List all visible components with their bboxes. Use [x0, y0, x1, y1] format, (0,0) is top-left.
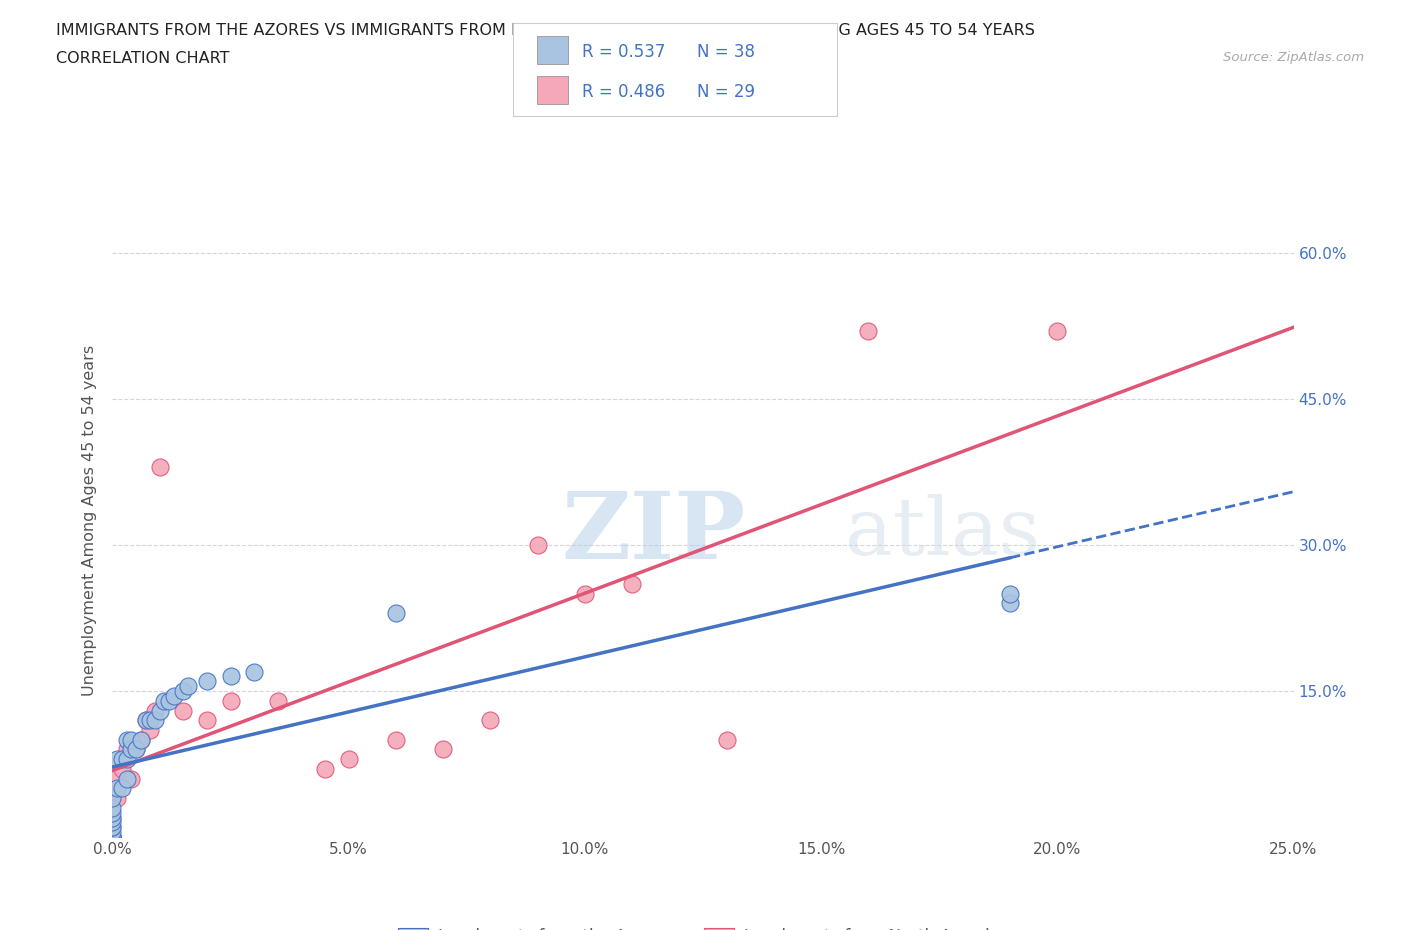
Point — [479, 712, 502, 727]
Text: N = 38: N = 38 — [697, 44, 755, 61]
Point — [621, 577, 644, 591]
Text: atlas: atlas — [845, 495, 1040, 573]
Point — [120, 742, 142, 757]
Point — [314, 762, 336, 777]
Point — [101, 810, 124, 825]
Point — [858, 324, 880, 339]
Point — [143, 703, 166, 718]
Point — [195, 674, 218, 689]
Point — [101, 805, 124, 820]
Point — [139, 712, 162, 727]
Point — [574, 586, 596, 601]
Point — [153, 694, 176, 709]
Point — [105, 781, 128, 796]
Text: ZIP: ZIP — [561, 488, 745, 578]
Point — [101, 830, 124, 844]
Point — [129, 732, 152, 747]
Point — [219, 669, 242, 684]
Point — [101, 810, 124, 825]
Point — [1046, 324, 1069, 339]
Point — [716, 732, 738, 747]
Point — [101, 801, 124, 816]
Point — [101, 820, 124, 835]
Text: R = 0.486: R = 0.486 — [582, 83, 665, 100]
Point — [101, 830, 124, 844]
Point — [172, 703, 194, 718]
Point — [135, 712, 157, 727]
Point — [385, 732, 408, 747]
Point — [125, 742, 148, 757]
Point — [105, 790, 128, 805]
Point — [120, 732, 142, 747]
Point — [111, 781, 134, 796]
Point — [101, 771, 124, 786]
Point — [125, 742, 148, 757]
Point — [337, 751, 360, 766]
Point — [143, 712, 166, 727]
Point — [267, 694, 290, 709]
Point — [101, 790, 124, 805]
Text: Source: ZipAtlas.com: Source: ZipAtlas.com — [1223, 51, 1364, 64]
Point — [101, 830, 124, 844]
Point — [111, 762, 134, 777]
Point — [177, 679, 200, 694]
Point — [135, 712, 157, 727]
Point — [163, 688, 186, 703]
Point — [129, 732, 152, 747]
Point — [432, 742, 454, 757]
Point — [243, 664, 266, 679]
Point — [115, 732, 138, 747]
Point — [172, 684, 194, 698]
Point — [139, 723, 162, 737]
Point — [149, 703, 172, 718]
Point — [101, 830, 124, 844]
Y-axis label: Unemployment Among Ages 45 to 54 years: Unemployment Among Ages 45 to 54 years — [82, 345, 97, 697]
Point — [526, 538, 548, 552]
Point — [998, 596, 1021, 611]
Point — [385, 605, 408, 620]
Text: IMMIGRANTS FROM THE AZORES VS IMMIGRANTS FROM NORTH AMERICA UNEMPLOYMENT AMONG A: IMMIGRANTS FROM THE AZORES VS IMMIGRANTS… — [56, 23, 1035, 38]
Point — [115, 771, 138, 786]
Point — [101, 830, 124, 844]
Point — [120, 771, 142, 786]
Point — [149, 459, 172, 474]
Text: CORRELATION CHART: CORRELATION CHART — [56, 51, 229, 66]
Point — [101, 820, 124, 835]
Point — [101, 825, 124, 840]
Point — [115, 751, 138, 766]
Point — [101, 815, 124, 830]
Point — [219, 694, 242, 709]
Point — [115, 742, 138, 757]
Point — [101, 790, 124, 805]
Text: R = 0.537: R = 0.537 — [582, 44, 665, 61]
Legend: Immigrants from the Azores, Immigrants from North America: Immigrants from the Azores, Immigrants f… — [391, 922, 1015, 930]
Point — [105, 751, 128, 766]
Point — [111, 751, 134, 766]
Point — [157, 694, 180, 709]
Point — [998, 586, 1021, 601]
Point — [195, 712, 218, 727]
Text: N = 29: N = 29 — [697, 83, 755, 100]
